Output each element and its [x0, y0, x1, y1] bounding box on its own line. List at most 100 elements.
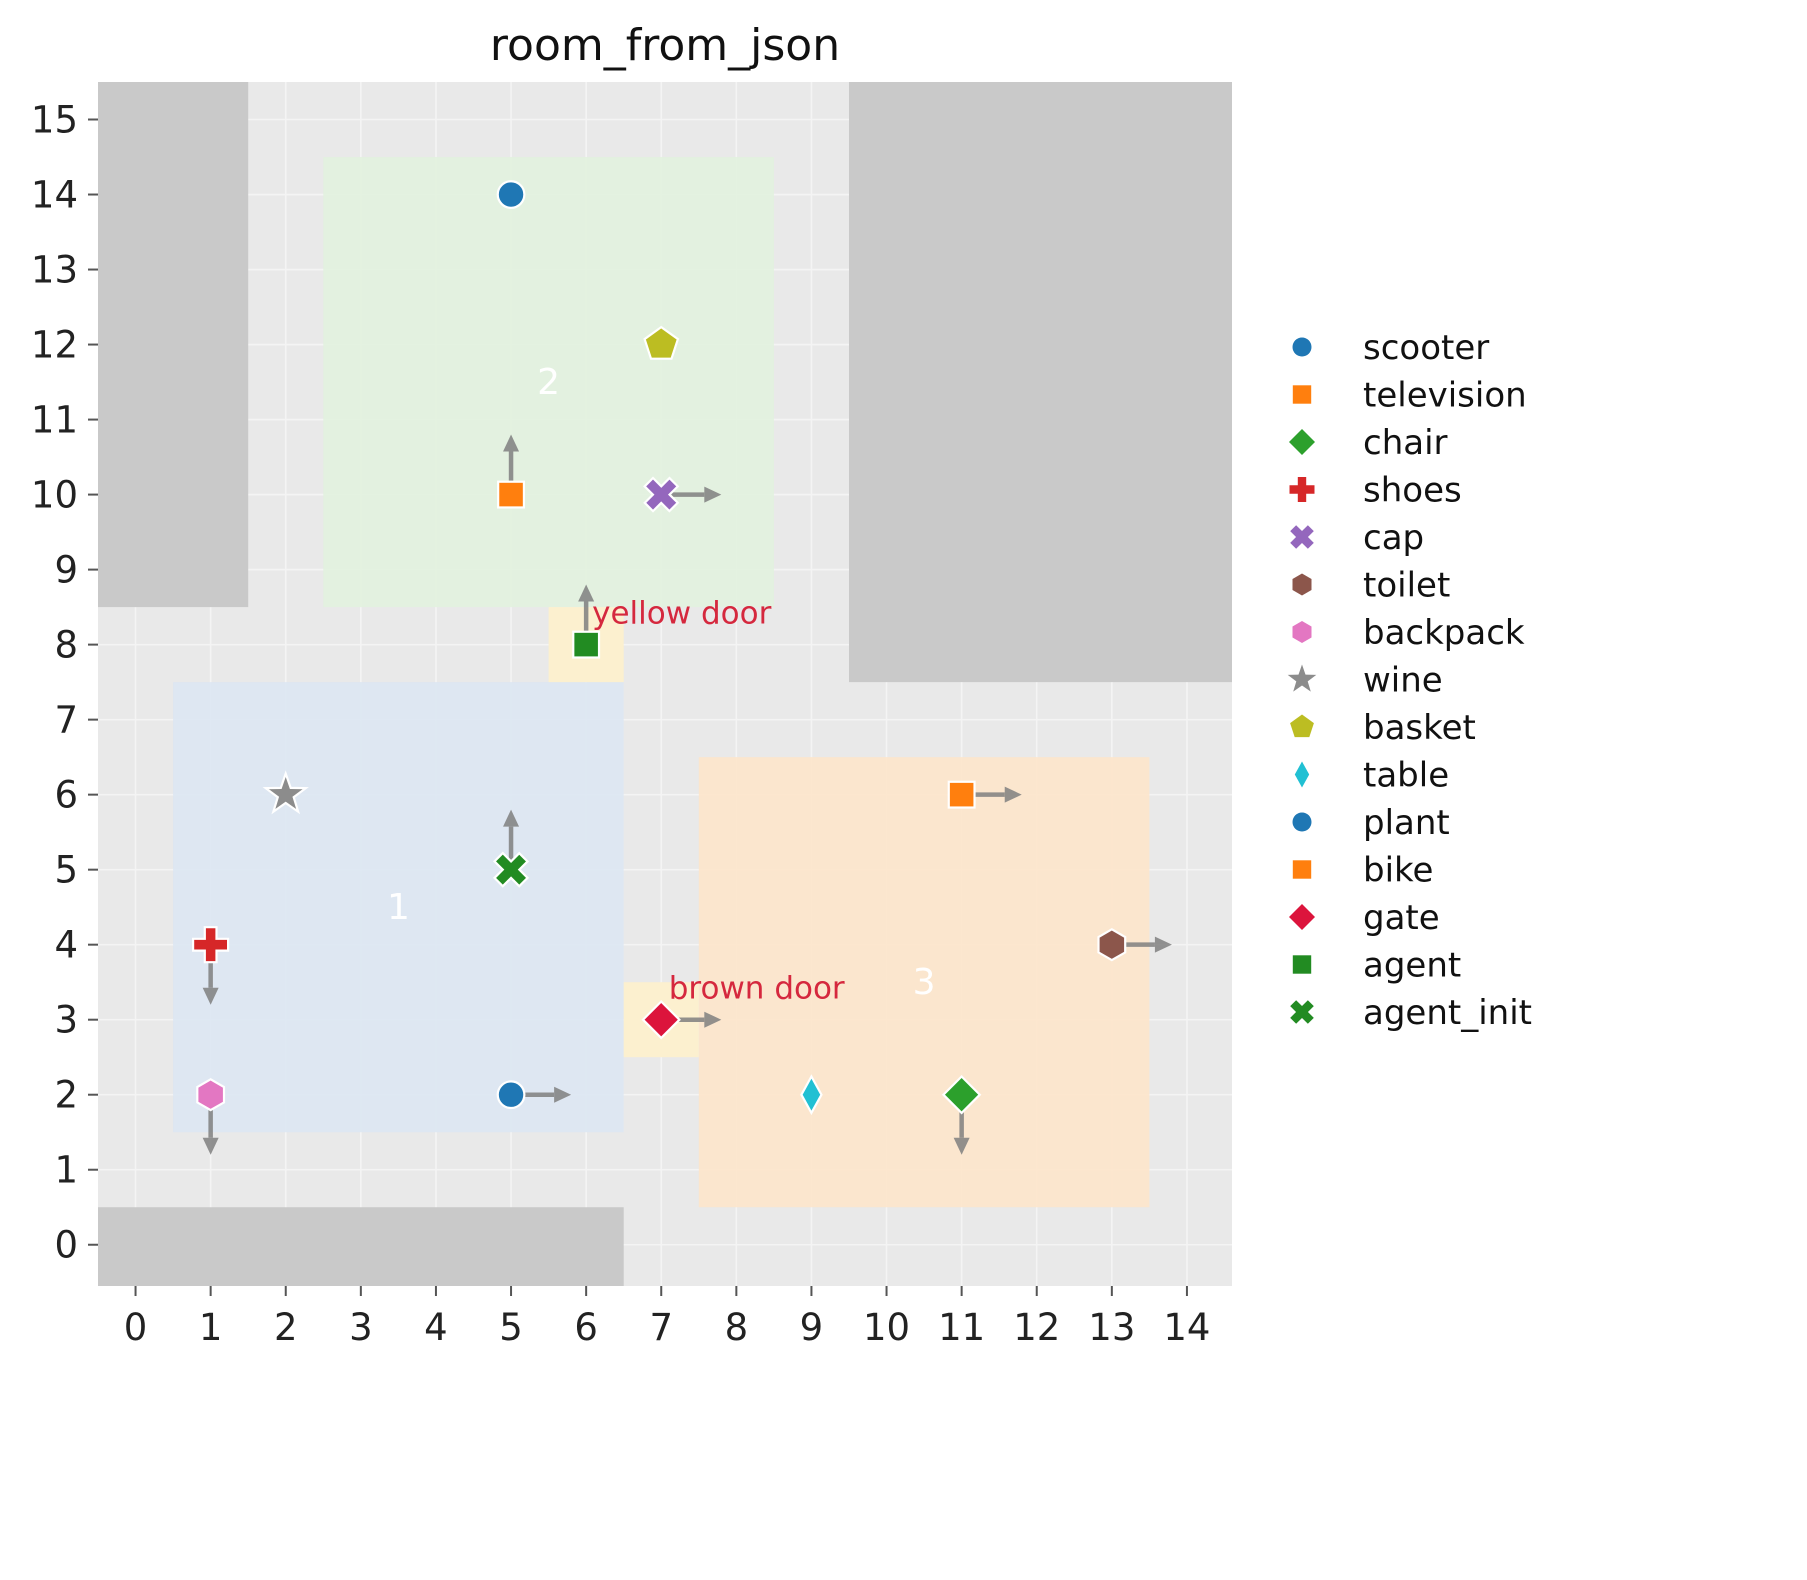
- x-tick-label-0: 0: [124, 1306, 148, 1349]
- x-tick-label-5: 5: [499, 1306, 523, 1349]
- x-tick-label-7: 7: [649, 1306, 673, 1349]
- marker-chair: [941, 1074, 982, 1115]
- marker-scooter: [496, 180, 526, 209]
- legend-label-wine: wine: [1363, 661, 1443, 701]
- legend-item-basket: basket: [1290, 708, 1476, 748]
- legend-marker-agent: [1292, 955, 1312, 974]
- legend-item-plant: plant: [1292, 803, 1450, 843]
- x-axis-ticks: 0 1 2 3 4 5 6 7 8 9 10 11 12 13 14: [124, 1286, 1210, 1349]
- y-tick-label-6: 6: [54, 774, 78, 817]
- legend-marker-shoes: [1289, 477, 1315, 502]
- y-tick-label-2: 2: [54, 1074, 78, 1117]
- x-tick-label-6: 6: [574, 1306, 598, 1349]
- legend-marker-wine: [1287, 664, 1317, 692]
- y-tick-label-15: 15: [31, 99, 78, 142]
- y-tick-label-4: 4: [54, 924, 78, 967]
- legend-label-bike: bike: [1363, 851, 1433, 891]
- x-tick-label-2: 2: [274, 1306, 298, 1349]
- legend-label-shoes: shoes: [1363, 471, 1462, 511]
- legend-marker-cap: [1290, 525, 1314, 549]
- object-shoes: [192, 926, 230, 1005]
- object-backpack: [196, 1078, 226, 1155]
- y-tick-label-12: 12: [31, 324, 78, 367]
- marker-agent_init: [492, 851, 530, 888]
- object-television: [497, 434, 526, 509]
- legend-marker-bike: [1292, 860, 1312, 879]
- room-label-3: 3: [913, 962, 936, 1003]
- legend-item-agent_init: agent_init: [1290, 993, 1532, 1033]
- room-label-1: 1: [387, 887, 410, 928]
- obstacle-3: [98, 1207, 624, 1286]
- legend-label-gate: gate: [1363, 898, 1440, 938]
- x-tick-label-1: 1: [199, 1306, 223, 1349]
- legend-label-backpack: backpack: [1363, 613, 1525, 653]
- legend-item-bike: bike: [1292, 851, 1433, 891]
- legend-label-scooter: scooter: [1363, 328, 1489, 368]
- legend-item-gate: gate: [1289, 898, 1440, 938]
- legend-item-wine: wine: [1287, 661, 1443, 701]
- y-tick-label-3: 3: [54, 999, 78, 1042]
- legend-item-scooter: scooter: [1292, 328, 1489, 368]
- marker-shoes: [192, 926, 230, 964]
- object-wine: [262, 770, 309, 815]
- legend-item-television: television: [1292, 376, 1527, 416]
- y-tick-label-5: 5: [54, 849, 78, 892]
- legend-label-basket: basket: [1363, 708, 1476, 748]
- legend-marker-table: [1294, 761, 1310, 788]
- room-1: [173, 682, 624, 1133]
- legend-marker-toilet: [1292, 573, 1312, 596]
- room-2: [323, 157, 774, 608]
- room-3: [698, 757, 1150, 1208]
- object-chair: [941, 1074, 982, 1155]
- object-scooter: [496, 180, 526, 209]
- legend-label-agent: agent: [1363, 946, 1461, 986]
- y-tick-label-7: 7: [54, 699, 78, 742]
- marker-television: [497, 480, 526, 509]
- marker-plant: [496, 1080, 526, 1110]
- object-gate: [641, 999, 722, 1040]
- legend-label-agent_init: agent_init: [1363, 993, 1532, 1033]
- object-bike: [947, 780, 1022, 809]
- y-tick-label-14: 14: [31, 174, 78, 217]
- legend-marker-agent_init: [1290, 1000, 1314, 1024]
- x-tick-label-14: 14: [1163, 1306, 1210, 1349]
- x-tick-label-11: 11: [938, 1306, 985, 1349]
- legend-item-agent: agent: [1292, 946, 1461, 986]
- x-tick-label-9: 9: [800, 1306, 824, 1349]
- door-label-brown-door: brown door: [669, 971, 845, 1007]
- legend-marker-scooter: [1292, 337, 1312, 357]
- room-label-2: 2: [537, 362, 560, 403]
- object-toilet: [1097, 928, 1172, 962]
- y-tick-label-9: 9: [54, 549, 78, 592]
- marker-cap: [643, 476, 680, 513]
- y-tick-label-10: 10: [31, 474, 78, 517]
- legend-marker-plant: [1292, 812, 1312, 832]
- legend-marker-basket: [1290, 714, 1314, 738]
- y-tick-label-8: 8: [54, 624, 78, 667]
- object-basket: [643, 325, 680, 360]
- marker-basket: [643, 325, 680, 360]
- legend: scooter television chair shoes cap toilet back…: [1287, 328, 1532, 1033]
- object-agent: [572, 584, 601, 659]
- marker-agent: [572, 630, 601, 659]
- object-cap: [643, 476, 722, 513]
- legend-label-television: television: [1363, 376, 1527, 416]
- legend-item-toilet: toilet: [1292, 566, 1450, 606]
- object-agent_init: [492, 809, 530, 888]
- object-plant: [496, 1080, 572, 1110]
- legend-label-cap: cap: [1363, 518, 1424, 558]
- marker-toilet: [1097, 928, 1127, 962]
- x-tick-label-12: 12: [1013, 1306, 1060, 1349]
- x-tick-label-4: 4: [424, 1306, 448, 1349]
- marker-wine: [262, 770, 309, 815]
- legend-item-cap: cap: [1290, 518, 1424, 558]
- y-tick-label-13: 13: [31, 249, 78, 292]
- legend-marker-gate: [1289, 904, 1315, 930]
- plot-title: room_from_json: [490, 20, 840, 71]
- legend-label-plant: plant: [1363, 803, 1450, 843]
- legend-item-chair: chair: [1289, 423, 1448, 463]
- x-tick-label-10: 10: [863, 1306, 910, 1349]
- legend-label-table: table: [1363, 756, 1449, 796]
